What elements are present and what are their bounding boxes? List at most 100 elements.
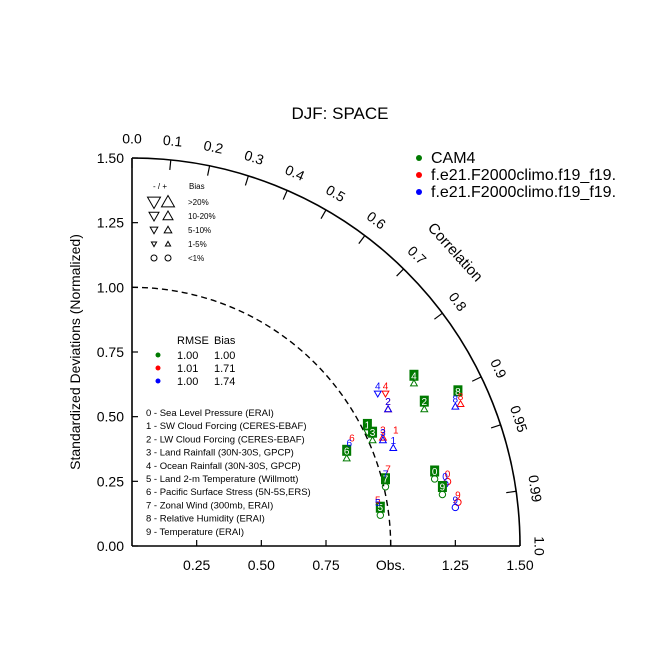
bias-marker-up-triangle [368, 435, 377, 444]
correlation-tick-label: 0.99 [525, 474, 545, 503]
bias-key-circle [164, 254, 172, 262]
point-label: 6 [344, 446, 350, 457]
stats-bias-header: Bias [214, 335, 236, 347]
data-point-model2-var2: 2 [383, 397, 393, 413]
bias-marker-up-triangle [451, 402, 460, 410]
data-point-model0-var5: 5 [375, 501, 385, 519]
x-tick-label: 0.25 [183, 557, 210, 573]
point-label-box [419, 395, 429, 407]
correlation-tick-label: 0.3 [243, 147, 267, 168]
correlation-tick [244, 175, 249, 186]
x-tick-label: Obs. [376, 557, 406, 573]
stats-bias-value: 1.00 [214, 350, 235, 362]
bias-marker-down-triangle [373, 390, 382, 399]
bias-marker-circle [451, 503, 460, 512]
correlation-tick [320, 209, 327, 219]
correlation-tick [282, 190, 288, 200]
stats-rmse-value: 1.00 [177, 376, 198, 388]
point-label: 9 [453, 495, 459, 506]
variable-list-item: 1 - SW Cloud Forcing (CERES-EBAF) [146, 421, 306, 432]
bias-key-label: 5-10% [188, 226, 211, 235]
correlation-title: Correlation [424, 220, 486, 286]
bias-marker-down-triangle [381, 390, 390, 399]
bias-key-label: 1-5% [188, 240, 207, 249]
point-label: 6 [347, 439, 353, 450]
bias-marker-up-triangle [409, 378, 419, 387]
bias-key-up-triangle [163, 225, 173, 234]
y-tick-label: 0.75 [97, 344, 124, 360]
y-tick-label: 0.50 [97, 409, 124, 425]
data-point-model2-var3: 3 [378, 428, 388, 444]
point-label: 4 [411, 371, 417, 382]
y-tick-label: 1.50 [97, 150, 124, 166]
point-label: 2 [422, 397, 428, 408]
point-label: 5 [375, 498, 381, 509]
data-point-model2-var4: 4 [373, 382, 382, 399]
legend-color-dot [416, 172, 422, 178]
data-point-model1-var3: 3 [378, 426, 388, 441]
correlation-tick [169, 159, 172, 170]
correlation-tick-label: 0.9 [487, 356, 510, 381]
bias-marker-up-triangle [342, 453, 351, 462]
bias-key-bias-header: Bias [189, 182, 205, 191]
data-point-model2-var1: 1 [388, 436, 398, 451]
point-label: 9 [440, 483, 446, 494]
point-label-box [362, 418, 372, 430]
point-label: 4 [375, 382, 381, 393]
data-point-model0-var9: 9 [437, 481, 447, 499]
x-tick-label: 0.75 [312, 557, 339, 573]
bias-marker-up-triangle [378, 433, 388, 441]
stats-color-dot [155, 378, 161, 384]
correlation-tick-label: 0.7 [405, 243, 430, 268]
correlation-tick-label: 0.8 [446, 289, 471, 314]
bias-key-label: >20% [188, 198, 209, 207]
bias-marker-up-triangle [383, 404, 393, 413]
data-point-model0-var7: 7 [380, 473, 390, 491]
point-label: 6 [349, 433, 355, 444]
point-label: 5 [375, 495, 381, 506]
bias-key-sign-header: - / + [153, 182, 167, 191]
y-axis-title: Standardized Deviations (Normalized) [67, 234, 83, 470]
correlation-tick [207, 165, 211, 176]
bias-marker-up-triangle [420, 404, 429, 413]
bias-key-circle [150, 254, 158, 262]
data-point-model0-var6: 6 [342, 444, 352, 462]
legend-series-label: CAM4 [431, 150, 476, 167]
correlation-tick [396, 268, 405, 277]
correlation-arc [131, 157, 521, 547]
correlation-tick-label: 0.0 [122, 131, 142, 147]
correlation-tick-label: 1.0 [531, 536, 547, 556]
data-point-model2-var9: 9 [451, 495, 460, 512]
point-label-box [368, 426, 378, 438]
point-label-box [342, 444, 352, 456]
y-tick-label: 0.00 [97, 538, 124, 554]
point-label: 7 [383, 475, 389, 486]
point-label: 5 [378, 503, 384, 514]
point-label: 1 [365, 420, 371, 431]
point-label-box [430, 465, 440, 477]
correlation-tick-label: 0.1 [162, 132, 183, 150]
correlation-tick-label: 0.95 [507, 403, 531, 434]
bias-key-down-triangle [148, 211, 160, 223]
point-label: 3 [370, 428, 376, 439]
variable-list-item: 0 - Sea Level Pressure (ERAI) [146, 408, 274, 419]
point-label: 3 [380, 428, 386, 439]
data-point-model0-var4: 4 [409, 369, 419, 387]
correlation-tick-label: 0.5 [323, 181, 348, 205]
axes: 0.000.250.500.751.001.251.500.25 0.50 0.75… [67, 131, 547, 573]
bias-key-up-triangle [162, 209, 174, 221]
x-tick-label: 1.25 [442, 557, 469, 573]
correlation-tick [506, 490, 517, 494]
bias-key-label: 10-20% [188, 212, 216, 221]
point-label: 8 [458, 392, 464, 403]
stats-bias-value: 1.74 [214, 376, 235, 388]
data-point-model2-var6: 6 [347, 439, 353, 450]
data-point-model0-var0: 0 [430, 465, 440, 483]
correlation-tick [434, 312, 443, 320]
data-point-model1-var7: 7 [385, 464, 391, 475]
variable-list-item: 4 - Ocean Rainfall (30N-30S, GPCP) [146, 461, 301, 472]
bias-key-down-triangle [150, 241, 158, 248]
point-label: 1 [390, 436, 396, 447]
variable-list-item: 2 - LW Cloud Forcing (CERES-EBAF) [146, 434, 305, 445]
